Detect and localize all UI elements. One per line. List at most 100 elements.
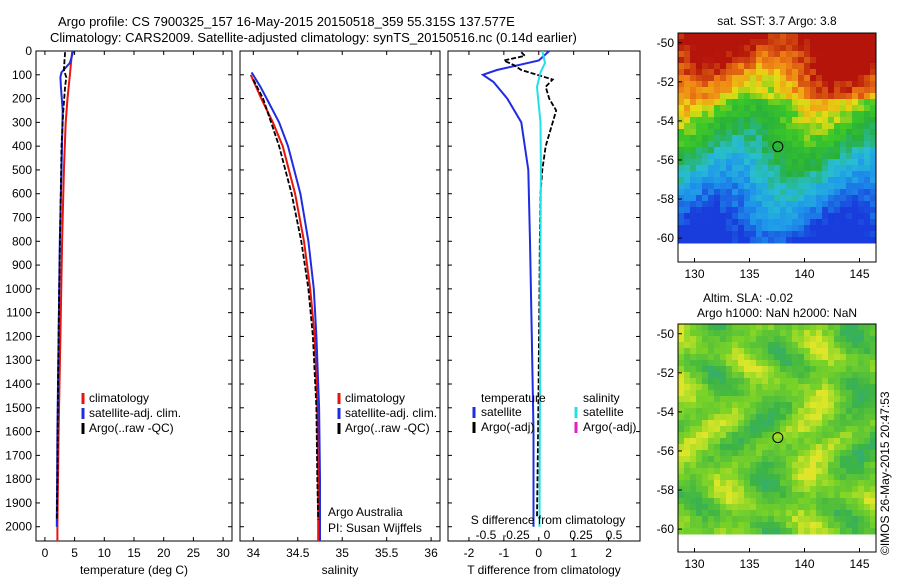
map-1-cell [714,324,721,331]
map-1-cell [738,330,745,337]
map-1-cell [720,378,727,385]
map-1-cell [708,456,715,463]
map-1-field [678,324,877,535]
map-0-cell [816,111,823,118]
map-0-cell [684,141,691,148]
map-1-cell [786,360,793,367]
map-0-cell [720,225,727,232]
map-0-cell [786,183,793,190]
map-1-frame [677,323,877,553]
map-0-cell [852,51,859,58]
panel-2-series-0 [480,50,550,527]
map-0-cell [690,201,697,208]
map-1-cell [774,450,781,457]
map-0-cell [744,213,751,220]
panel-1-xlabel: salinity [322,563,359,577]
map-0-cell [816,105,823,112]
map-0-cell [738,105,745,112]
map-0-cell [720,105,727,112]
map-1-cell [828,414,835,421]
map-0-cell [822,237,829,244]
map-1-cell [780,528,787,535]
map-0-cell [840,159,847,166]
map-0-cell [774,171,781,178]
map-1-cell [786,402,793,409]
map-0-cell [774,33,781,40]
map-0-cell [768,237,775,244]
map-1-cell [828,492,835,499]
map-0-cell [768,165,775,172]
map-0-cell [840,39,847,46]
map-1-cell [864,396,871,403]
map-0-cell [768,225,775,232]
map-0-cell [738,117,745,124]
map-1-cell [696,330,703,337]
map-0-cell [708,153,715,160]
panel-1-xtick-label: 36 [424,546,438,560]
map-1-cell [756,480,763,487]
map-1-cell [678,360,685,367]
map-0-cell [690,129,697,136]
map-1-cell [696,432,703,439]
map-1-cell [678,432,685,439]
map-1-cell [846,486,853,493]
map-0-cell [762,111,769,118]
map-1-cell [864,366,871,373]
map-0-cell [792,93,799,100]
map-1-cell [822,360,829,367]
map-0-cell [846,171,853,178]
map-0-cell [828,159,835,166]
map-1-cell [732,390,739,397]
map-1-cell [732,414,739,421]
map-0-cell [774,135,781,142]
map-1-cell [774,462,781,469]
map-0-cell [834,129,841,136]
map-1-cell [864,516,871,523]
map-0-cell [732,141,739,148]
map-0-cell [870,207,877,214]
map-0-cell [864,81,871,88]
map-0-cell [708,81,715,88]
map-0-cell [678,225,685,232]
map-0-cell [798,63,805,70]
map-0-cell [840,237,847,244]
map-1-cell [714,366,721,373]
map-0-cell [786,225,793,232]
map-1-cell [798,396,805,403]
map-0-cell [750,81,757,88]
map-1-cell [708,444,715,451]
map-0-cell [756,129,763,136]
map-0-cell [828,123,835,130]
map-1-cell [738,366,745,373]
map-0-cell [744,231,751,238]
map-1-cell [780,402,787,409]
map-0-cell [816,177,823,184]
map-1-cell [768,324,775,331]
map-0-cell [810,183,817,190]
map-1-cell [858,468,865,475]
map-0-cell [786,159,793,166]
map-0-cell [702,33,709,40]
map-0-cell [696,111,703,118]
map-0-cell [756,39,763,46]
map-0-cell [708,147,715,154]
map-1-cell [774,390,781,397]
map-1-cell [786,480,793,487]
map-0-cell [870,99,877,106]
map-0-cell [696,87,703,94]
map-1-cell [744,342,751,349]
map-0-cell [756,141,763,148]
map-0-cell [738,159,745,166]
map-1-cell [702,516,709,523]
map-1-cell [732,468,739,475]
map-1-cell [816,516,823,523]
map-1-cell [774,474,781,481]
map-0-cell [828,207,835,214]
map-0-cell [708,159,715,166]
map-1-cell [816,480,823,487]
map-1-cell [822,444,829,451]
map-0-cell [780,177,787,184]
map-0-cell [828,33,835,40]
map-1-cell [678,420,685,427]
map-0-cell [762,141,769,148]
